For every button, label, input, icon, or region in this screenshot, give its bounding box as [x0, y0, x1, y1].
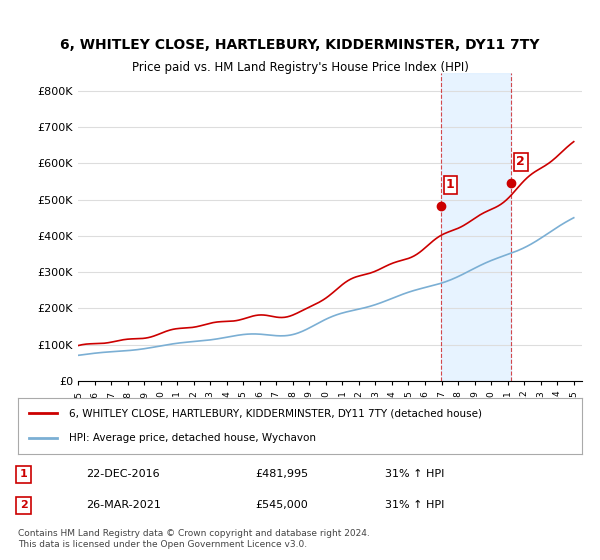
Text: 2: 2 — [517, 155, 525, 168]
Text: 2: 2 — [20, 501, 28, 510]
Text: 31% ↑ HPI: 31% ↑ HPI — [385, 501, 444, 510]
Text: 22-DEC-2016: 22-DEC-2016 — [86, 469, 160, 479]
Text: 1: 1 — [446, 178, 455, 191]
Text: Price paid vs. HM Land Registry's House Price Index (HPI): Price paid vs. HM Land Registry's House … — [131, 60, 469, 74]
Text: Contains HM Land Registry data © Crown copyright and database right 2024.
This d: Contains HM Land Registry data © Crown c… — [18, 529, 370, 549]
Text: 1: 1 — [20, 469, 28, 479]
Text: £481,995: £481,995 — [255, 469, 308, 479]
Text: 31% ↑ HPI: 31% ↑ HPI — [385, 469, 444, 479]
Text: HPI: Average price, detached house, Wychavon: HPI: Average price, detached house, Wych… — [69, 433, 316, 443]
Text: 26-MAR-2021: 26-MAR-2021 — [86, 501, 161, 510]
Text: £545,000: £545,000 — [255, 501, 308, 510]
Bar — [441, 73, 511, 381]
Text: 6, WHITLEY CLOSE, HARTLEBURY, KIDDERMINSTER, DY11 7TY (detached house): 6, WHITLEY CLOSE, HARTLEBURY, KIDDERMINS… — [69, 408, 482, 418]
Text: 6, WHITLEY CLOSE, HARTLEBURY, KIDDERMINSTER, DY11 7TY: 6, WHITLEY CLOSE, HARTLEBURY, KIDDERMINS… — [60, 38, 540, 52]
